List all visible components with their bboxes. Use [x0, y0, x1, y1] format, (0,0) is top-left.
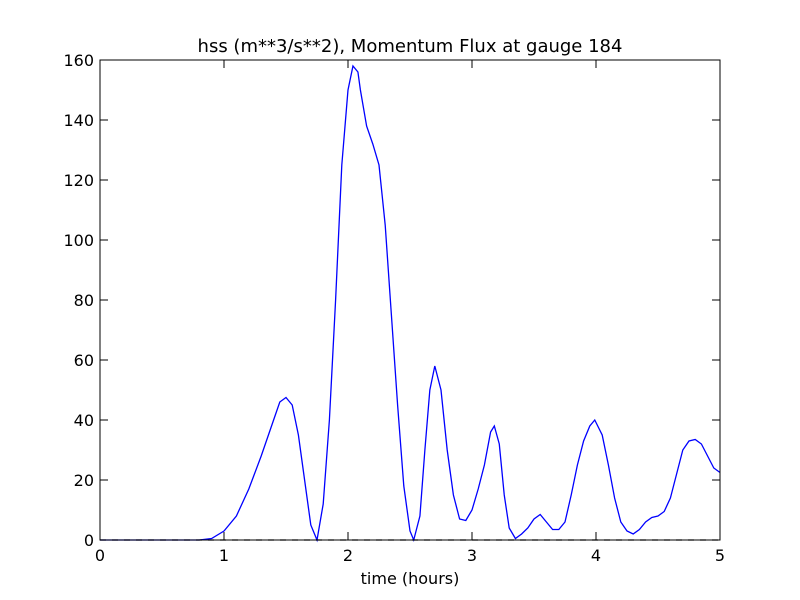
y-tick-label: 100: [63, 231, 94, 250]
y-tick-label: 40: [74, 411, 94, 430]
x-tick-label: 1: [219, 546, 229, 565]
x-tick-label: 4: [591, 546, 601, 565]
x-axis-label: time (hours): [361, 569, 460, 588]
y-tick-label: 0: [84, 531, 94, 550]
x-tick-label: 2: [343, 546, 353, 565]
y-tick-label: 20: [74, 471, 94, 490]
plot-frame: [99, 59, 721, 541]
y-tick-label: 140: [63, 111, 94, 130]
y-tick-label: 120: [63, 171, 94, 190]
y-tick-label: 60: [74, 351, 94, 370]
x-tick-label: 0: [95, 546, 105, 565]
x-tick-label: 3: [467, 546, 477, 565]
y-tick-label: 80: [74, 291, 94, 310]
y-tick-label: 160: [63, 51, 94, 70]
data-line: [100, 64, 721, 543]
chart-title: hss (m**3/s**2), Momentum Flux at gauge …: [198, 36, 623, 57]
x-tick-label: 5: [715, 546, 725, 565]
